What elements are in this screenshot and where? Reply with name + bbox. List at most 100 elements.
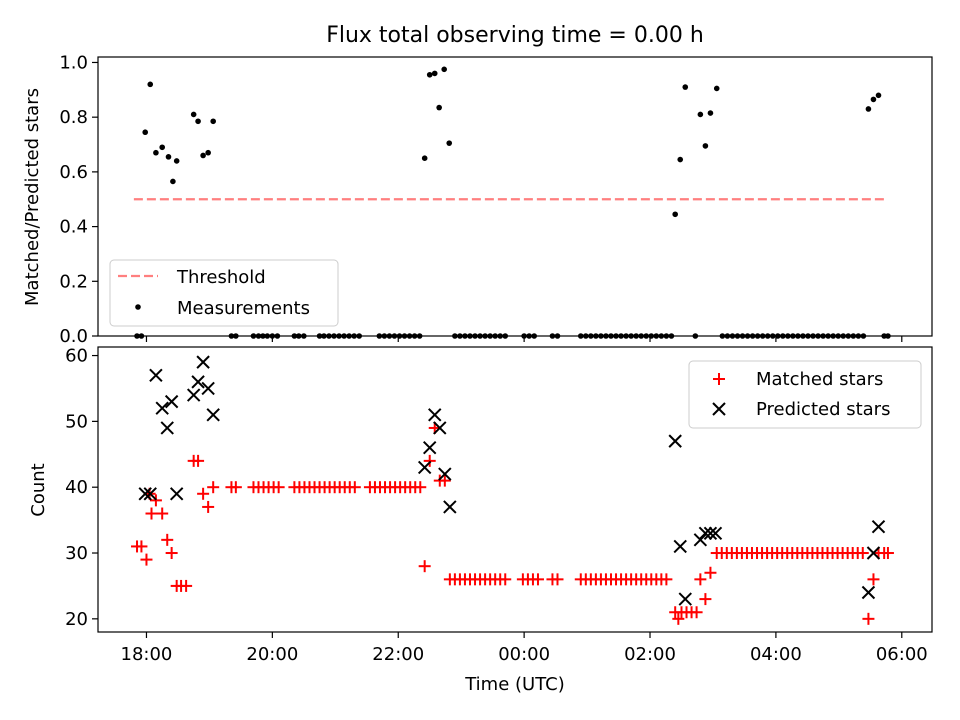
matched-star-point	[499, 573, 512, 586]
matched-star-point	[207, 481, 220, 494]
measurement-point	[677, 156, 684, 163]
top-axes-frame	[97, 56, 933, 337]
chart-title: Flux total observing time = 0.00 h	[326, 23, 704, 48]
legend-measurements-swatch	[135, 304, 141, 310]
matched-star-point	[145, 507, 158, 520]
top-panel-ratio: Flux total observing time = 0.00 h 0.00.…	[22, 23, 933, 347]
predicted-star-point	[423, 440, 437, 455]
measurement-point	[431, 70, 438, 77]
top-y-tick-label: 0.4	[59, 217, 88, 238]
top-y-tick-label: 0.2	[59, 271, 88, 292]
legend-predicted-swatch	[712, 402, 726, 416]
top-y-tick-label: 0.8	[59, 107, 88, 128]
predicted-star-point	[138, 487, 152, 501]
top-legend-box	[109, 259, 339, 327]
legend-threshold-label: Threshold	[176, 267, 266, 288]
predicted-star-point	[708, 526, 723, 540]
matched-star-point	[229, 481, 242, 494]
matched-star-point	[660, 573, 673, 586]
measurement-point	[159, 144, 166, 151]
measurement-point	[421, 155, 428, 162]
legend-matched-label: Matched stars	[756, 369, 883, 390]
matched-star-point	[149, 494, 162, 507]
measurement-point	[682, 84, 689, 90]
predicted-star-point	[668, 434, 682, 448]
measurement-point	[195, 118, 201, 125]
predicted-star-point	[861, 585, 876, 600]
predicted-star-point	[693, 533, 708, 547]
legend-measurements-label: Measurements	[177, 298, 310, 319]
bottom-y-ticks: 20 30 40 50 60	[65, 346, 98, 630]
predicted-star-point	[866, 546, 881, 560]
bottom-y-tick-label: 30	[65, 543, 88, 564]
measurement-point	[426, 71, 433, 78]
matched-star-point	[423, 454, 436, 467]
matched-star-point	[414, 481, 427, 494]
matched-star-point	[694, 573, 707, 586]
measurement-point	[142, 129, 149, 136]
predicted-star-point	[673, 539, 687, 554]
x-tick-label: 20:00	[246, 644, 298, 665]
predicted-star-point	[678, 592, 692, 606]
measurement-point	[190, 111, 197, 118]
predicted-star-point	[433, 421, 447, 435]
x-tick-label: 00:00	[498, 644, 550, 665]
measurement-point	[865, 106, 872, 112]
measurement-point	[875, 92, 882, 99]
x-tick-label: 02:00	[624, 644, 676, 665]
matched-star-point	[165, 547, 178, 560]
matched-star-point	[690, 606, 703, 619]
measurement-point	[702, 143, 709, 149]
matched-star-point	[699, 593, 712, 606]
matched-star-point	[140, 553, 153, 566]
matched-star-point	[704, 566, 717, 579]
x-tick-label: 04:00	[750, 644, 802, 665]
bottom-panel-counts: 20 30 40 50 60 18:00 20:00 22:00 00:00 02:00 04:0…	[28, 346, 933, 695]
predicted-star-point	[169, 487, 184, 501]
measurement-point	[205, 149, 211, 156]
measurement-point	[153, 149, 159, 156]
top-legend: Threshold Measurements	[109, 259, 339, 327]
top-y-tick-label: 0.6	[59, 162, 88, 183]
predicted-star-point	[871, 519, 886, 534]
matched-star-point	[881, 547, 894, 560]
predicted-star-point	[703, 526, 718, 540]
x-axis-label: Time (UTC)	[464, 674, 565, 695]
measurement-point	[441, 66, 447, 73]
top-y-ticks: 0.0 0.2 0.4 0.6 0.8 1.0	[59, 52, 98, 347]
bottom-y-axis-label: Count	[28, 463, 49, 516]
predicted-star-point	[428, 408, 442, 422]
measurement-point	[170, 178, 176, 185]
measurement-point	[672, 211, 678, 218]
x-tick-label: 22:00	[372, 644, 424, 665]
measurement-point	[173, 158, 180, 164]
matched-star-point	[348, 481, 361, 494]
measurement-point	[436, 104, 442, 111]
measurement-point	[707, 110, 714, 116]
bottom-x-ticks: 18:00 20:00 22:00 00:00 02:00 04:00 06:00	[121, 632, 928, 665]
measurement-point	[165, 154, 172, 160]
bottom-y-tick-label: 50	[65, 411, 88, 432]
measurement-point	[713, 85, 720, 92]
predicted-star-point	[201, 381, 215, 396]
matched-star-point	[135, 540, 148, 553]
measurement-point	[446, 140, 453, 146]
predicted-star-point	[698, 526, 713, 540]
measurement-point	[697, 111, 704, 118]
predicted-star-point	[438, 467, 452, 481]
predicted-star-point	[196, 355, 210, 369]
matched-star-point	[161, 533, 174, 546]
legend-matched-swatch	[713, 373, 725, 385]
predicted-star-point	[417, 460, 432, 475]
matched-star-point	[551, 573, 564, 586]
top-plot-marks	[133, 66, 891, 339]
bottom-axes-frame	[97, 346, 933, 633]
bottom-plot-marks	[131, 355, 894, 625]
bottom-y-tick-label: 20	[65, 609, 88, 630]
top-x-ticks	[145, 336, 903, 342]
matched-star-point	[418, 560, 431, 573]
matched-star-point	[867, 573, 880, 586]
predicted-star-point	[143, 487, 157, 501]
